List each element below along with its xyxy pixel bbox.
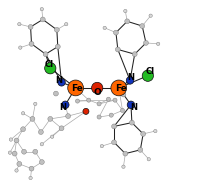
Circle shape xyxy=(39,160,44,164)
Circle shape xyxy=(112,124,117,129)
Circle shape xyxy=(129,120,134,125)
Circle shape xyxy=(40,17,45,22)
Circle shape xyxy=(92,82,103,94)
Circle shape xyxy=(14,138,19,143)
Circle shape xyxy=(48,116,53,121)
Text: O: O xyxy=(93,88,101,97)
Circle shape xyxy=(97,115,101,119)
Circle shape xyxy=(138,147,143,152)
Circle shape xyxy=(144,40,148,45)
Circle shape xyxy=(120,108,125,112)
Circle shape xyxy=(66,114,71,119)
Circle shape xyxy=(142,70,153,81)
Circle shape xyxy=(22,149,26,154)
Circle shape xyxy=(40,7,44,11)
Circle shape xyxy=(18,22,21,26)
Circle shape xyxy=(103,26,106,30)
Circle shape xyxy=(21,127,26,132)
Circle shape xyxy=(43,52,48,57)
Circle shape xyxy=(8,151,12,154)
Circle shape xyxy=(55,44,60,49)
Circle shape xyxy=(53,91,58,96)
Circle shape xyxy=(106,97,111,101)
Circle shape xyxy=(21,112,25,115)
Circle shape xyxy=(115,47,120,52)
Circle shape xyxy=(87,98,91,102)
Circle shape xyxy=(68,80,83,96)
Circle shape xyxy=(112,140,117,145)
Circle shape xyxy=(100,144,104,148)
Circle shape xyxy=(132,52,137,57)
Circle shape xyxy=(28,25,33,29)
Circle shape xyxy=(127,101,135,108)
Circle shape xyxy=(141,132,146,136)
Text: N: N xyxy=(59,103,66,112)
Circle shape xyxy=(29,176,32,180)
Circle shape xyxy=(40,143,44,146)
Circle shape xyxy=(65,22,68,26)
Circle shape xyxy=(58,79,65,86)
Circle shape xyxy=(123,151,128,156)
Circle shape xyxy=(113,98,117,102)
Circle shape xyxy=(125,19,130,24)
Circle shape xyxy=(109,113,113,117)
Circle shape xyxy=(45,63,56,74)
Circle shape xyxy=(114,30,118,35)
Text: N: N xyxy=(130,103,137,112)
Text: Cl: Cl xyxy=(44,60,53,69)
Text: Fe: Fe xyxy=(115,84,127,93)
Text: Cl: Cl xyxy=(146,67,155,76)
Text: N: N xyxy=(55,76,62,84)
Circle shape xyxy=(156,42,160,46)
Circle shape xyxy=(126,77,134,84)
Circle shape xyxy=(15,169,18,172)
Text: N: N xyxy=(127,73,134,82)
Circle shape xyxy=(154,129,157,133)
Circle shape xyxy=(122,165,125,168)
Circle shape xyxy=(12,151,17,156)
Circle shape xyxy=(19,46,22,49)
Circle shape xyxy=(59,126,64,131)
Circle shape xyxy=(38,130,43,134)
Circle shape xyxy=(17,161,22,166)
Circle shape xyxy=(29,41,34,46)
Circle shape xyxy=(147,158,150,161)
Circle shape xyxy=(62,101,69,108)
Circle shape xyxy=(97,102,101,106)
Circle shape xyxy=(34,102,37,106)
Circle shape xyxy=(111,80,127,96)
Circle shape xyxy=(75,99,80,103)
Circle shape xyxy=(9,138,13,141)
Circle shape xyxy=(50,135,54,138)
Text: Fe: Fe xyxy=(72,84,83,93)
Circle shape xyxy=(149,14,152,17)
Circle shape xyxy=(30,116,35,121)
Circle shape xyxy=(124,9,127,13)
Circle shape xyxy=(140,24,145,29)
Circle shape xyxy=(33,149,38,154)
Circle shape xyxy=(83,108,89,114)
Circle shape xyxy=(54,27,59,32)
Circle shape xyxy=(121,92,126,97)
Circle shape xyxy=(29,166,34,171)
